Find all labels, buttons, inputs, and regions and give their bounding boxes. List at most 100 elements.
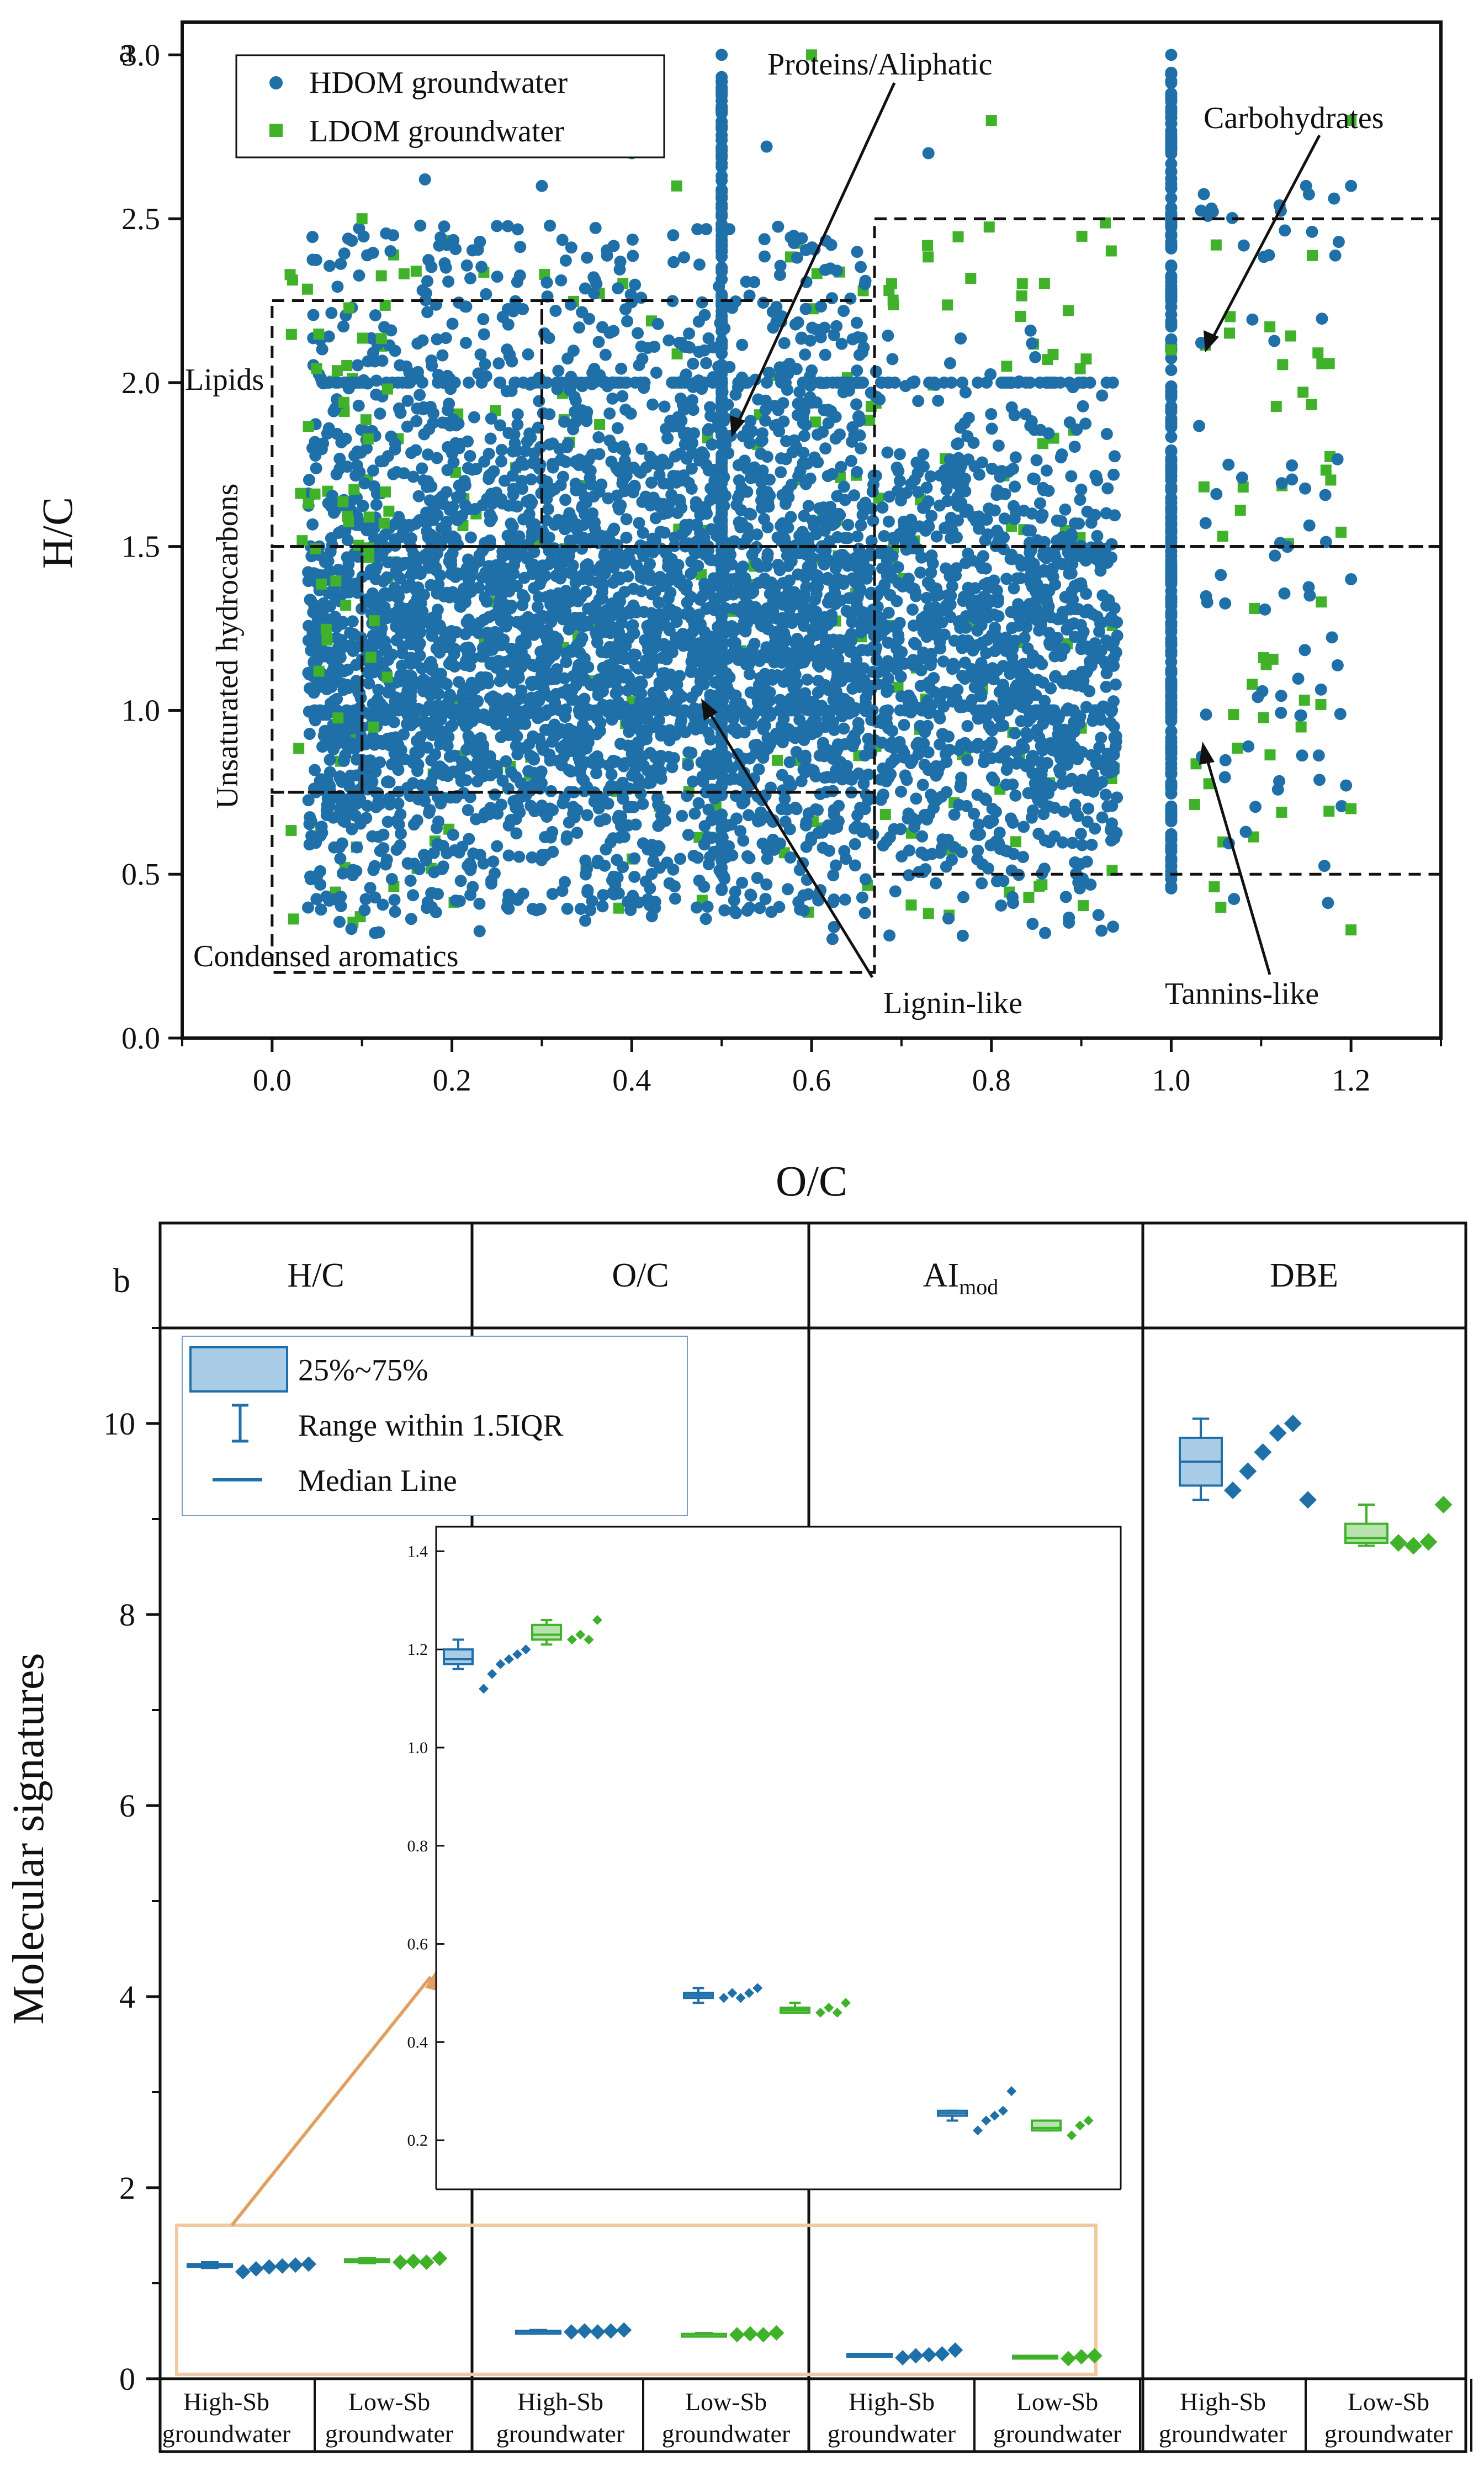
hdom-point xyxy=(892,465,905,478)
hdom-point xyxy=(1027,472,1040,485)
hdom-point xyxy=(1008,582,1020,595)
hdom-point xyxy=(737,834,750,847)
hdom-point xyxy=(655,542,667,555)
hdom-point xyxy=(304,594,317,607)
hdom-point xyxy=(1073,882,1086,895)
hdom-point xyxy=(802,807,815,820)
hdom-point xyxy=(998,512,1011,525)
hdom-point xyxy=(377,738,389,750)
hdom-point xyxy=(380,571,393,584)
hdom-point xyxy=(1038,927,1051,939)
hdom-point xyxy=(828,724,841,737)
hdom-point xyxy=(420,506,433,519)
hdom-point xyxy=(1096,811,1109,824)
hdom-point xyxy=(483,808,496,821)
hdom-point xyxy=(430,611,442,623)
hdom-point xyxy=(1066,585,1078,598)
hdom-point xyxy=(401,394,414,407)
hdom-point xyxy=(805,364,818,377)
hdom-point xyxy=(1008,500,1020,512)
hdom-point xyxy=(623,604,636,617)
hdom-point xyxy=(482,677,495,690)
ldom-point xyxy=(1042,354,1053,366)
hdom-point xyxy=(916,830,929,843)
hdom-point xyxy=(464,624,476,637)
hdom-point xyxy=(797,569,810,581)
hdom-point xyxy=(841,768,854,781)
hdom-point xyxy=(526,518,538,531)
hdom-point xyxy=(322,422,335,435)
hdom-point xyxy=(592,336,605,348)
hdom-point xyxy=(332,641,345,654)
hdom-point xyxy=(826,933,839,945)
hdom-point xyxy=(603,407,616,420)
hdom-point xyxy=(333,772,346,785)
hdom-point xyxy=(315,821,328,833)
hdom-point xyxy=(459,642,472,654)
hdom-point xyxy=(835,549,848,562)
hdom-point xyxy=(775,466,787,479)
ldom-point xyxy=(1335,526,1347,538)
hdom-point xyxy=(643,899,656,912)
hdom-point xyxy=(607,870,620,883)
hdom-point xyxy=(672,687,685,700)
hdom-point xyxy=(573,321,586,334)
hdom-point xyxy=(636,495,649,508)
hdom-point xyxy=(607,524,619,537)
hdom-point xyxy=(923,602,936,615)
hdom-point xyxy=(762,366,775,379)
ldom-point xyxy=(965,273,977,284)
hdom-point xyxy=(882,515,895,528)
hdom-point xyxy=(586,895,598,908)
hdom-point xyxy=(629,716,642,728)
hdom-point xyxy=(701,749,713,762)
hdom-point xyxy=(331,738,343,750)
hdom-point xyxy=(884,589,897,601)
hdom-point xyxy=(534,441,547,453)
hdom-point xyxy=(844,292,857,305)
hdom-point xyxy=(957,595,969,607)
hdom-point xyxy=(783,756,796,769)
hdom-point xyxy=(335,257,347,270)
hdom-point xyxy=(778,337,791,350)
hdom-point xyxy=(882,683,895,696)
hdom-point xyxy=(825,292,838,305)
hdom-point xyxy=(636,750,649,763)
hdom-point xyxy=(718,904,731,917)
hdom-point xyxy=(566,594,579,607)
hdom-point xyxy=(835,461,847,473)
hdom-point xyxy=(602,797,614,810)
hdom-point xyxy=(698,838,711,851)
hdom-point xyxy=(1065,470,1078,483)
hdom-point xyxy=(634,466,647,479)
hdom-point xyxy=(648,653,661,666)
hdom-point xyxy=(601,244,613,257)
hdom-point xyxy=(801,673,814,686)
hdom-point xyxy=(616,390,629,403)
hdom-point xyxy=(693,874,706,887)
hdom-point xyxy=(797,412,809,425)
hdom-point xyxy=(324,754,336,766)
hdom-point xyxy=(762,500,775,513)
ldom-point xyxy=(952,231,964,242)
hdom-point xyxy=(966,639,979,652)
hdom-point xyxy=(474,235,486,248)
hdom-point xyxy=(791,678,803,690)
hdom-point xyxy=(758,250,771,263)
hdom-point xyxy=(412,581,425,594)
hdom-point xyxy=(656,724,669,737)
hdom-point xyxy=(1024,420,1037,432)
hdom-point xyxy=(486,656,499,669)
hdom-point xyxy=(393,402,405,415)
hdom-point xyxy=(483,611,495,623)
hdom-point xyxy=(1089,469,1102,482)
hdom-point xyxy=(628,871,641,883)
hdom-point xyxy=(341,568,353,580)
hdom-point xyxy=(946,580,958,592)
hdom-point xyxy=(405,447,418,459)
hdom-point xyxy=(592,431,605,443)
hdom-point xyxy=(350,577,363,590)
ldom-point xyxy=(1015,311,1026,322)
hdom-point xyxy=(845,454,857,467)
hdom-point xyxy=(303,818,316,830)
